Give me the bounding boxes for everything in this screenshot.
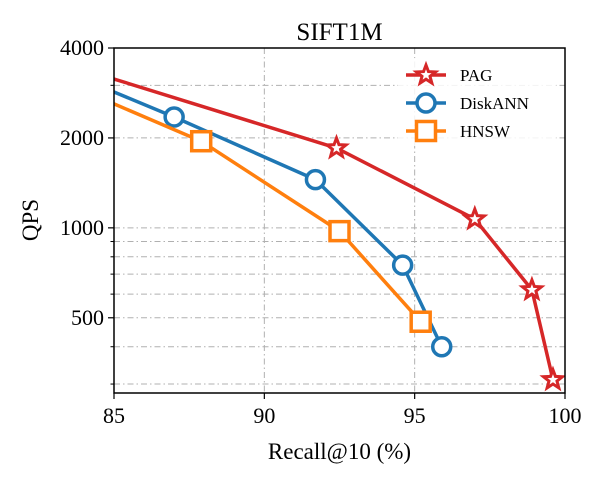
legend-label-hnsw: HNSW [460,122,511,141]
y-tick-label: 500 [71,305,104,330]
series-layer [114,77,565,392]
x-tick-label: 100 [549,403,582,428]
data-point-pag [518,275,546,302]
legend-label-pag: PAG [460,66,492,85]
data-point-diskann [304,168,327,191]
series-line-hnsw [114,102,423,324]
data-point-diskann [163,106,185,128]
x-tick-label: 90 [253,403,275,428]
chart-title: SIFT1M [296,19,382,46]
y-tick-label: 2000 [60,125,104,150]
y-tick-label: 4000 [60,35,104,60]
legend-label-diskann: DiskANN [460,94,529,113]
legend: PAG DiskANN HNSW [398,58,556,146]
legend-marker-hnsw [414,119,438,143]
data-point-pag [539,365,565,392]
data-point-hnsw [189,129,213,153]
x-tick-label: 85 [103,403,125,428]
data-point-diskann [430,335,453,358]
legend-marker-pag [412,60,440,87]
data-point-pag [461,204,489,231]
axis-ticks: 85 90 95 100 500 1000 2000 4000 [60,35,582,428]
y-axis-label: QPS [18,199,43,241]
data-point-hnsw [409,310,432,333]
data-point-pag [322,133,351,160]
x-tick-label: 95 [404,403,426,428]
y-tick-label: 1000 [60,215,104,240]
x-axis-label: Recall@10 (%) [268,439,411,464]
data-point-hnsw [328,219,351,243]
data-point-diskann [391,254,414,276]
legend-marker-diskann [415,92,437,114]
plot-frame [113,47,566,394]
